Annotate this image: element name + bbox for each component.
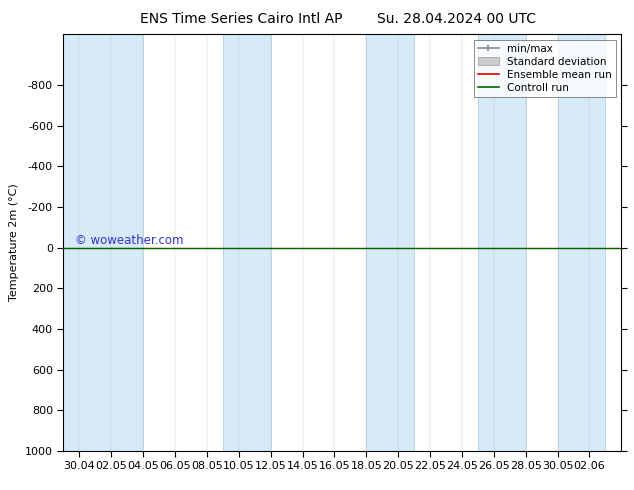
Legend: min/max, Standard deviation, Ensemble mean run, Controll run: min/max, Standard deviation, Ensemble me…	[474, 40, 616, 97]
Bar	[478, 34, 526, 451]
Bar	[223, 34, 271, 451]
Bar	[557, 34, 605, 451]
Text: Su. 28.04.2024 00 UTC: Su. 28.04.2024 00 UTC	[377, 12, 536, 26]
Bar	[63, 34, 143, 451]
Text: ENS Time Series Cairo Intl AP: ENS Time Series Cairo Intl AP	[139, 12, 342, 26]
Bar	[366, 34, 414, 451]
Text: © woweather.com: © woweather.com	[75, 234, 183, 247]
Y-axis label: Temperature 2m (°C): Temperature 2m (°C)	[10, 184, 20, 301]
